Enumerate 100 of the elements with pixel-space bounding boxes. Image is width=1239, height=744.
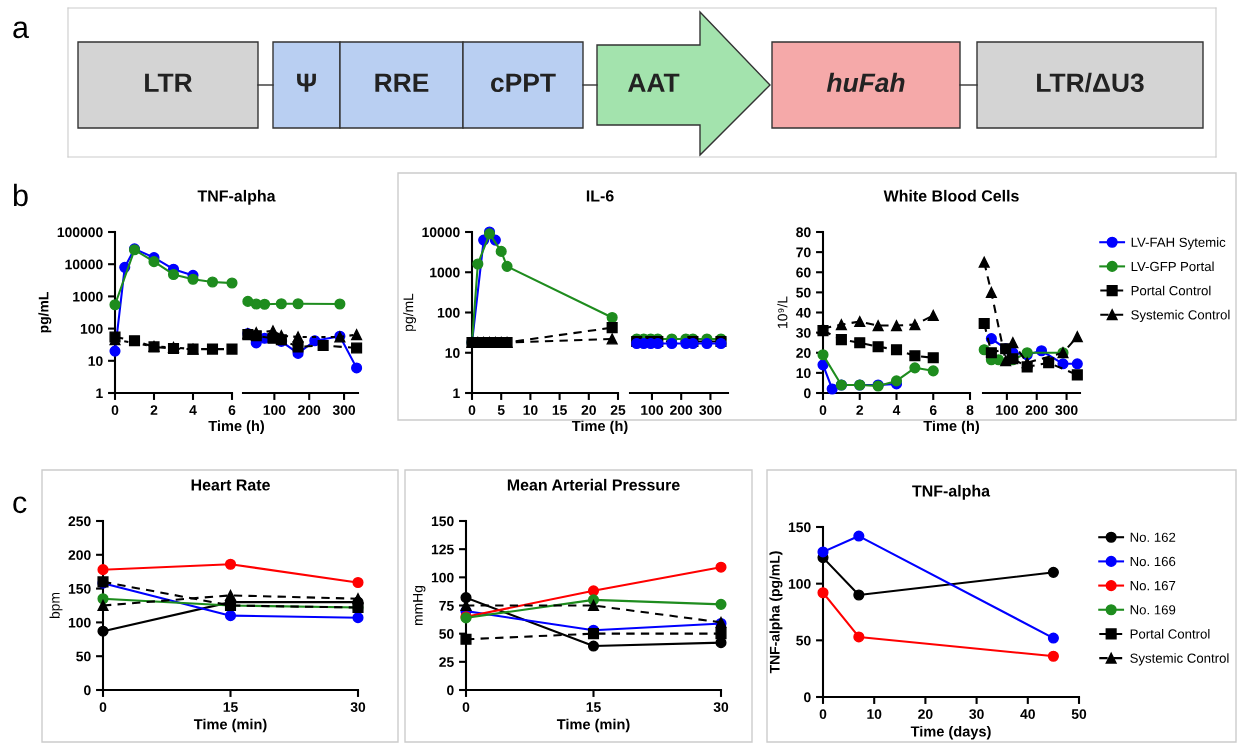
x-tick-label: 50 [1071, 709, 1087, 720]
text: a [13, 21, 29, 39]
legend-label: No. 166 [1130, 556, 1176, 567]
y-tick-label: 80 [796, 227, 811, 238]
x-axis-title: Time (days) [910, 725, 991, 740]
x-tick-label: 15 [223, 702, 238, 713]
y-axis-title: pg/mL [403, 293, 417, 331]
text: c [13, 496, 27, 514]
y-tick-label: 125 [431, 544, 454, 555]
x-tick-label: 100 [263, 405, 286, 416]
legend-label: Portal Control [1131, 285, 1211, 296]
y-tick-label: 75 [439, 600, 454, 611]
x-tick-label: 200 [670, 405, 693, 416]
x-tick-label: 0 [819, 709, 827, 720]
y-tick-label: 25 [439, 657, 454, 667]
x-tick-label: 15 [552, 405, 567, 416]
y-tick-label: 100 [788, 579, 811, 589]
x-tick-label: 0 [111, 405, 119, 416]
y-tick-label: 70 [796, 247, 811, 258]
x-tick-label: 6 [228, 405, 236, 416]
y-axis-title: TNF-alpha (pg/mL) [769, 551, 783, 674]
y-tick-label: 100000 [57, 227, 103, 238]
y-tick-label: 1 [453, 388, 460, 399]
y-axis-title: 10⁹/L [777, 296, 788, 328]
y-tick-label: 40 [795, 307, 811, 318]
x-tick-label: 100 [641, 405, 663, 416]
legend-label: No. 162 [1130, 532, 1176, 542]
x-tick-label: 30 [713, 702, 729, 713]
y-tick-label: 0 [84, 685, 91, 696]
y-tick-label: 150 [68, 583, 91, 594]
y-tick-label: 250 [68, 516, 91, 527]
y-tick-label: 50 [796, 287, 811, 298]
x-tick-label: 2 [856, 405, 864, 415]
x-tick-label: 200 [298, 405, 321, 416]
y-tick-label: 10000 [65, 259, 103, 270]
y-tick-label: 30 [796, 327, 811, 338]
x-tick-label: 100 [996, 405, 1018, 416]
y-tick-label: 10000 [422, 227, 460, 238]
y-tick-label: 50 [76, 651, 91, 662]
y-tick-label: 100 [431, 572, 454, 583]
y-tick-label: 20 [796, 348, 811, 358]
x-tick-label: 8 [966, 405, 974, 416]
legend-label: Portal Control [1130, 628, 1210, 639]
y-tick-label: 10 [88, 356, 103, 366]
x-tick-label: 2 [150, 405, 158, 415]
y-tick-label: 1 [96, 388, 103, 399]
x-tick-label: 10 [523, 405, 538, 416]
y-tick-label: 0 [804, 692, 811, 703]
x-tick-label: 30 [350, 702, 366, 713]
y-tick-label: 10 [445, 348, 460, 358]
category-label: LTR [145, 73, 193, 92]
y-tick-label: 50 [439, 629, 454, 639]
category-label: huFah [826, 72, 905, 93]
y-tick-label: 10 [796, 368, 811, 379]
x-tick-label: 0 [462, 702, 470, 713]
chart-title: White Blood Cells [883, 189, 1019, 202]
category-label: LTR/ΔU3 [1037, 72, 1144, 93]
legend-label: No. 169 [1130, 605, 1176, 615]
legend-label: Systemic Control [1131, 309, 1230, 323]
legend-label: LV-FAH Sytemic [1131, 237, 1226, 250]
x-tick-label: 4 [189, 405, 197, 415]
x-tick-label: 40 [1020, 709, 1035, 720]
y-tick-label: 100 [437, 307, 460, 318]
chart-title: TNF-alpha [912, 484, 991, 500]
x-tick-label: 300 [332, 405, 356, 416]
x-tick-label: 15 [586, 702, 601, 713]
y-tick-label: 100 [80, 323, 103, 334]
text: b [13, 183, 28, 207]
legend-label: LV-GFP Portal [1131, 261, 1214, 272]
x-axis-title: Time (h) [571, 420, 628, 434]
y-tick-label: 100 [68, 617, 91, 628]
x-tick-label: 300 [699, 405, 722, 416]
category-label: Ψ [297, 73, 316, 92]
x-tick-label: 200 [1025, 405, 1048, 416]
x-tick-label: 0 [468, 405, 476, 416]
x-tick-label: 20 [581, 405, 596, 416]
x-tick-label: 30 [969, 709, 984, 720]
y-tick-label: 150 [431, 516, 454, 527]
y-axis-title: mmHg [413, 585, 426, 626]
y-tick-label: 0 [447, 685, 454, 696]
chart-title: Heart Rate [191, 479, 270, 491]
category-label: AAT [628, 73, 680, 92]
x-axis-title: Time (h) [923, 420, 979, 434]
x-tick-label: 6 [929, 405, 937, 416]
y-tick-label: 50 [796, 635, 811, 646]
y-tick-label: 150 [788, 522, 811, 533]
category-label: cPPT [491, 73, 556, 93]
y-tick-label: 0 [804, 388, 811, 399]
chart-title: IL-6 [586, 190, 614, 202]
y-tick-label: 200 [68, 550, 91, 560]
y-axis-title: pg/mL [38, 292, 52, 333]
x-axis-title: Time (min) [556, 718, 630, 733]
x-tick-label: 10 [867, 709, 882, 720]
x-tick-label: 4 [892, 405, 901, 415]
category-label: RRE [375, 73, 429, 92]
y-axis-title: bpm [49, 592, 63, 619]
x-axis-title: Time (min) [193, 718, 267, 733]
x-tick-label: 300 [1055, 405, 1078, 416]
x-tick-label: 0 [819, 405, 827, 416]
legend-label: Systemic Control [1130, 653, 1229, 666]
